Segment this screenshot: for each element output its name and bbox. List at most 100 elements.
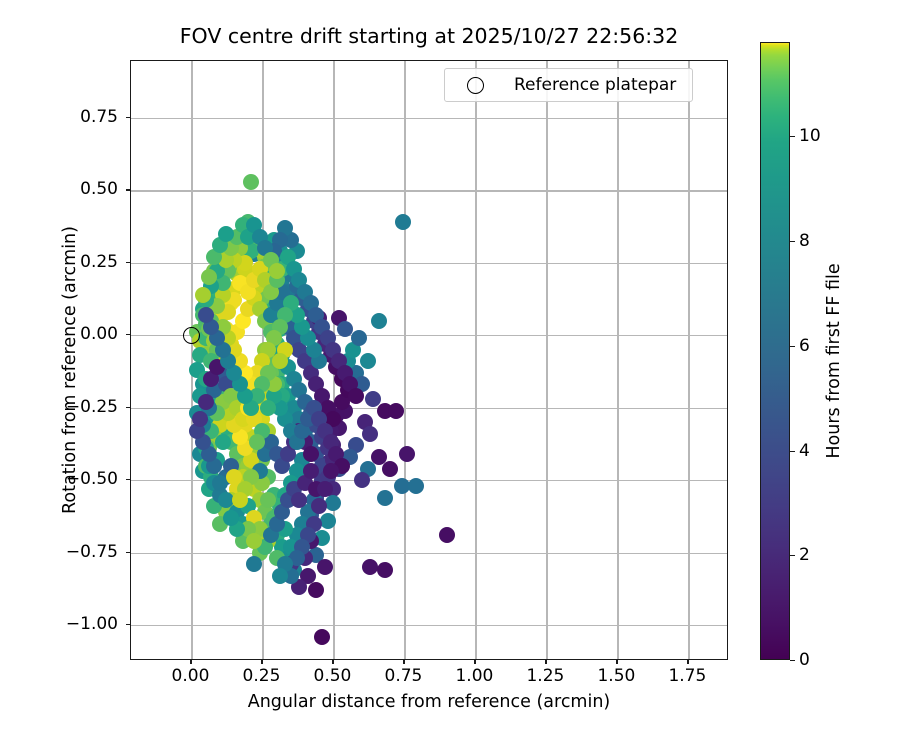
scatter-point [336,402,353,419]
scatter-point [240,301,257,318]
scatter-point [197,457,214,474]
scatter-point [353,472,370,489]
scatter-point [192,347,208,364]
scatter-point [251,492,268,509]
colorbar-tick [790,136,795,138]
scatter-point [260,301,277,318]
scatter-point [291,541,308,558]
scatter-point [234,217,251,234]
scatter-point [231,254,248,271]
scatter-point [220,353,237,370]
scatter-point [257,376,274,393]
scatter-point [333,393,350,410]
scatter-point [237,376,254,393]
scatter-point [288,434,305,451]
scatter-point [316,422,333,439]
scatter-point [226,364,243,381]
gridline-vertical [688,61,690,659]
scatter-point [223,388,240,405]
scatter-point [245,509,262,526]
scatter-point [217,225,234,242]
scatter-point [271,498,288,515]
scatter-point [282,422,299,439]
scatter-point [282,556,299,573]
scatter-point [319,330,336,347]
y-tick-label: 0.75 [80,106,118,127]
scatter-point [285,330,302,347]
scatter-point [282,266,299,283]
gridline-vertical [262,61,264,659]
scatter-point [282,567,299,584]
scatter-point [331,419,348,436]
scatter-point [305,492,322,509]
scatter-point [226,280,243,297]
y-tick [126,551,130,553]
scatter-point [197,292,214,309]
scatter-point [311,353,328,370]
scatter-point [206,498,223,515]
scatter-point [237,260,254,277]
scatter-point [245,272,262,289]
scatter-point [192,333,208,349]
scatter-point [333,370,350,387]
scatter-point [189,422,206,439]
scatter-point [395,214,412,231]
scatter-point [265,486,282,503]
scatter-point [251,388,268,405]
scatter-point [194,306,211,323]
scatter-point [274,457,291,474]
scatter-point [206,399,223,416]
scatter-point [226,353,243,370]
scatter-point [240,228,257,245]
scatter-point [339,353,356,370]
scatter-point [243,451,260,468]
scatter-point [257,538,274,555]
scatter-point [297,434,314,451]
y-tick [126,116,130,119]
scatter-point [339,382,356,399]
scatter-point [209,330,226,347]
scatter-point [200,388,217,405]
colorbar-tick [790,660,795,662]
scatter-point [370,312,387,329]
scatter-point [348,437,365,454]
scatter-point [265,312,282,329]
y-tick [126,334,130,336]
y-tick [126,406,130,408]
scatter-point [311,498,328,515]
y-tick-label: −0.25 [65,396,118,417]
colorbar [760,42,790,660]
scatter-point [322,422,339,439]
scatter-point [234,515,251,532]
scatter-point [274,272,291,289]
scatter-point [291,579,308,596]
scatter-point [277,521,294,538]
scatter-point [217,321,234,338]
scatter-point [299,411,316,428]
scatter-point [299,301,316,318]
scatter-point [211,237,228,254]
scatter-point [240,399,257,416]
scatter-point [268,295,285,312]
scatter-point [194,301,211,318]
scatter-point [214,434,231,451]
scatter-point [251,301,268,318]
scatter-point [280,446,297,463]
scatter-point [359,353,376,370]
scatter-point [211,515,228,532]
scatter-point [209,275,226,292]
scatter-point [262,251,279,268]
scatter-point [209,451,226,468]
scatter-point [217,376,234,393]
scatter-point [245,556,262,573]
scatter-point [351,330,367,347]
scatter-point [407,477,424,494]
colorbar-tick [790,345,795,347]
scatter-point [200,440,217,457]
scatter-point [297,475,314,492]
scatter-point [280,492,297,509]
scatter-point [311,309,328,326]
scatter-point [302,405,319,422]
scatter-point [325,341,342,358]
scatter-point [285,370,302,387]
